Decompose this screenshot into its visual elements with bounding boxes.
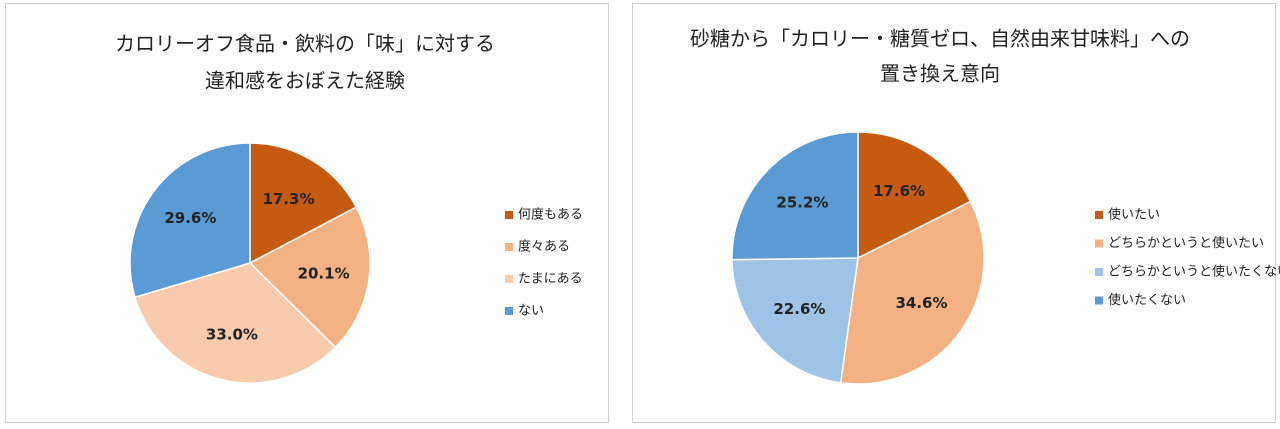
pie-slice	[129, 142, 251, 299]
chart-title: 砂糖から「カロリー・糖質ゼロ、自然由来甘味料」への	[690, 27, 1190, 51]
pie-slice	[839, 200, 985, 385]
pie-slice	[731, 257, 859, 384]
legend-swatch	[505, 307, 513, 315]
pie-slice	[134, 262, 337, 384]
value-label: 20.1%	[298, 264, 350, 282]
legend-label: たまにある	[518, 272, 583, 287]
legend-label: 使いたくない	[1108, 292, 1186, 308]
legend-swatch	[1095, 268, 1103, 276]
value-label: 29.6%	[164, 209, 216, 227]
legend-swatch	[1095, 296, 1103, 305]
value-label: 17.3%	[262, 190, 314, 208]
value-label: 25.2%	[776, 194, 828, 212]
value-label: 33.0%	[206, 326, 258, 344]
chart-title: 違和感をおぼえた経験	[205, 69, 405, 93]
pie-slice	[249, 142, 358, 265]
legend-swatch	[505, 243, 513, 251]
chart-title: カロリーオフ食品・飲料の「味」に対する	[115, 32, 495, 56]
value-label: 34.6%	[895, 294, 947, 312]
legend-swatch	[1095, 211, 1103, 219]
chart-title: 置き換え意向	[880, 62, 1000, 86]
pie-slice	[248, 206, 371, 349]
legend-label: 使いたい	[1108, 207, 1160, 223]
value-label: 17.6%	[873, 182, 925, 200]
pie-slice	[731, 131, 859, 261]
legend-label: 何度もある	[518, 207, 583, 223]
legend-label: ない	[518, 304, 544, 319]
legend-label: 度々ある	[518, 239, 570, 255]
legend-swatch	[1095, 239, 1103, 248]
legend-label: どちらかというと使いたい	[1108, 235, 1264, 251]
legend-swatch	[505, 211, 513, 219]
value-label: 22.6%	[773, 300, 825, 318]
legend-label: どちらかというと使いたくない	[1108, 264, 1280, 280]
pie-slice	[857, 131, 972, 260]
legend-swatch	[505, 275, 513, 283]
